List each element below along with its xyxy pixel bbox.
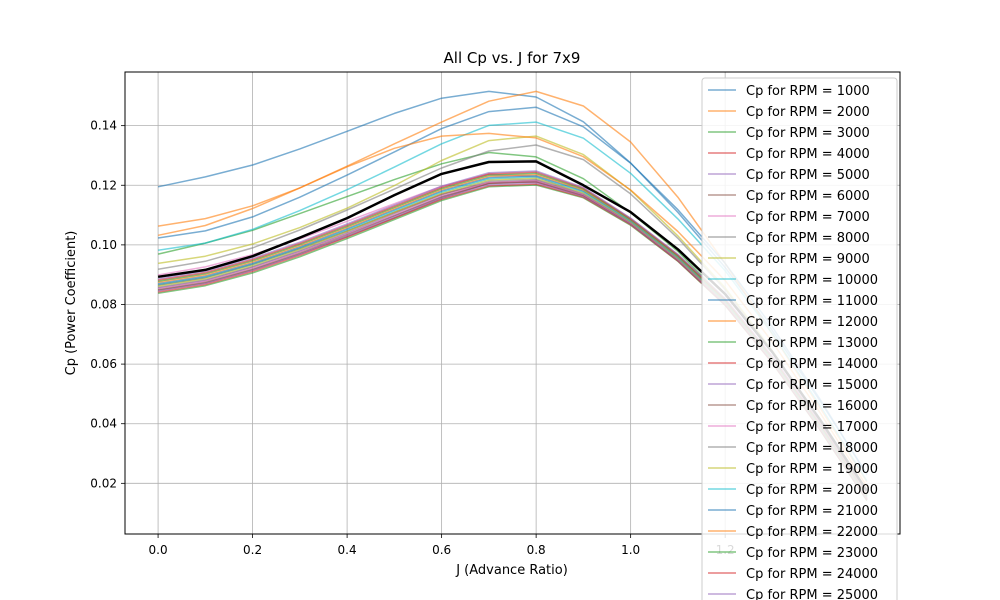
legend: Cp for RPM = 1000 Cp for RPM = 2000 Cp for… [701,77,898,600]
legend-label: Cp for RPM = 9000 [746,252,870,267]
legend-label: Cp for RPM = 2000 [746,105,870,120]
ticks: 0.00.20.40.60.81.01.20.020.040.060.080.1… [90,119,734,557]
y-tick-label: 0.12 [90,178,117,192]
legend-label: Cp for RPM = 21000 [746,504,878,519]
legend-label: Cp for RPM = 5000 [746,168,870,183]
legend-label: Cp for RPM = 18000 [746,441,878,456]
legend-label: Cp for RPM = 7000 [746,210,870,225]
x-tick-label: 0.8 [527,543,546,557]
legend-label: Cp for RPM = 24000 [746,567,878,582]
legend-label: Cp for RPM = 6000 [746,189,870,204]
legend-label: Cp for RPM = 20000 [746,483,878,498]
chart-title: All Cp vs. J for 7x9 [444,49,581,67]
legend-label: Cp for RPM = 1000 [746,84,870,99]
legend-box [701,77,898,600]
legend-label: Cp for RPM = 11000 [746,294,878,309]
legend-label: Cp for RPM = 10000 [746,273,878,288]
x-tick-label: 0.0 [149,543,168,557]
legend-label: Cp for RPM = 8000 [746,231,870,246]
y-tick-label: 0.08 [90,297,117,311]
legend-label: Cp for RPM = 14000 [746,357,878,372]
legend-label: Cp for RPM = 23000 [746,546,878,561]
y-tick-label: 0.02 [90,476,117,490]
legend-label: Cp for RPM = 25000 [746,588,878,600]
legend-label: Cp for RPM = 16000 [746,399,878,414]
legend-label: Cp for RPM = 22000 [746,525,878,540]
y-tick-label: 0.06 [90,357,117,371]
y-tick-label: 0.10 [90,238,117,252]
legend-label: Cp for RPM = 3000 [746,126,870,141]
x-tick-label: 0.2 [243,543,262,557]
legend-label: Cp for RPM = 4000 [746,147,870,162]
x-axis-label: J (Advance Ratio) [455,563,568,578]
y-axis-label: Cp (Power Coefficient) [64,231,79,376]
x-tick-label: 0.6 [432,543,451,557]
legend-label: Cp for RPM = 15000 [746,378,878,393]
x-tick-label: 0.4 [338,543,357,557]
x-tick-label: 1.0 [621,543,640,557]
legend-label: Cp for RPM = 13000 [746,336,878,351]
legend-label: Cp for RPM = 17000 [746,420,878,435]
y-tick-label: 0.14 [90,119,117,133]
legend-label: Cp for RPM = 12000 [746,315,878,330]
legend-label: Cp for RPM = 19000 [746,462,878,477]
plot-frame [124,71,901,535]
y-tick-label: 0.04 [90,417,117,431]
